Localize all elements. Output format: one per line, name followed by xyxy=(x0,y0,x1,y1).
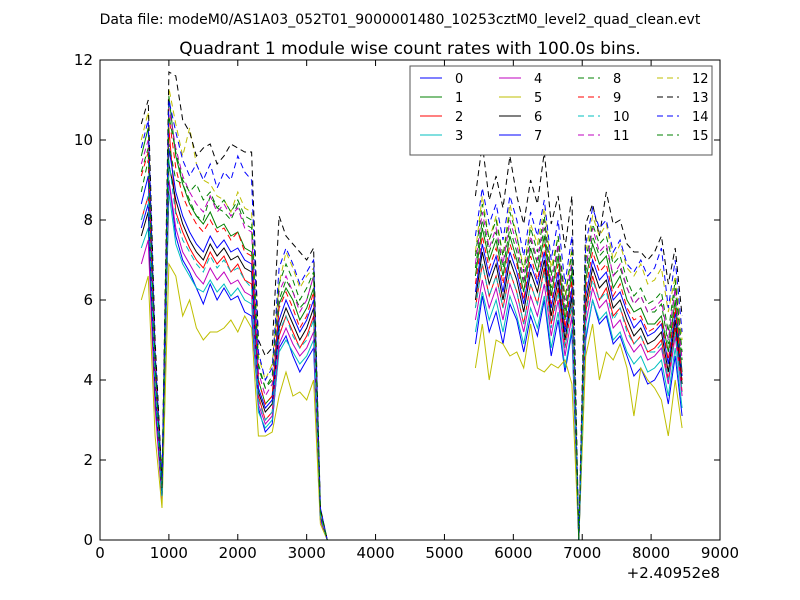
legend-label-12: 12 xyxy=(692,72,709,87)
legend-label-8: 8 xyxy=(613,72,621,87)
y-tick-label: 12 xyxy=(74,51,93,69)
series-line-0 xyxy=(140,175,683,541)
x-tick-label: 0 xyxy=(95,544,105,562)
series-line-3 xyxy=(140,191,683,541)
x-tick-label: 8000 xyxy=(632,544,670,562)
legend-label-2: 2 xyxy=(455,110,463,125)
legend-label-1: 1 xyxy=(455,91,463,106)
y-tick-label: 2 xyxy=(83,451,93,469)
x-tick-label: 9000 xyxy=(701,544,739,562)
legend-label-15: 15 xyxy=(692,129,709,144)
series-line-12 xyxy=(140,87,683,541)
legend-label-11: 11 xyxy=(613,129,630,144)
series-line-5 xyxy=(140,262,683,541)
chart-title: Quadrant 1 module wise count rates with … xyxy=(179,39,640,59)
y-tick-label: 6 xyxy=(83,291,93,309)
x-tick-label: 4000 xyxy=(356,544,394,562)
x-tick-label: 5000 xyxy=(425,544,463,562)
x-tick-label: 6000 xyxy=(494,544,532,562)
series-line-11 xyxy=(140,107,683,541)
y-tick-label: 8 xyxy=(83,211,93,229)
y-tick-label: 0 xyxy=(83,531,93,549)
legend-label-14: 14 xyxy=(692,110,709,125)
series-line-4 xyxy=(140,179,683,541)
legend-frame xyxy=(409,65,713,156)
legend-label-4: 4 xyxy=(534,72,542,87)
series-line-10 xyxy=(140,159,683,541)
x-offset-label: +2.40952e8 xyxy=(627,564,720,582)
y-tick-label: 4 xyxy=(83,371,93,389)
series-line-6 xyxy=(140,163,683,541)
legend-label-3: 3 xyxy=(455,129,463,144)
series-line-7 xyxy=(140,147,683,541)
figure-suptitle: Data file: modeM0/AS1A03_052T01_90000014… xyxy=(100,12,701,28)
legend-label-9: 9 xyxy=(613,91,621,106)
x-axis: 0 1000 2000 3000 4000 5000 6000 7000 8000 9000 xyxy=(95,60,739,562)
legend-label-6: 6 xyxy=(534,110,542,125)
legend-label-10: 10 xyxy=(613,110,630,125)
series-line-8 xyxy=(140,143,683,541)
series-line-9 xyxy=(140,115,683,541)
x-tick-label: 1000 xyxy=(150,544,188,562)
legend-label-5: 5 xyxy=(534,91,542,106)
legend-label-0: 0 xyxy=(455,72,463,87)
x-tick-label: 7000 xyxy=(563,544,601,562)
x-tick-label: 2000 xyxy=(219,544,257,562)
legend-label-13: 13 xyxy=(692,91,709,106)
y-tick-label: 10 xyxy=(74,131,93,149)
legend-label-7: 7 xyxy=(534,129,542,144)
x-tick-label: 3000 xyxy=(288,544,326,562)
series-line-14 xyxy=(140,99,683,541)
series-line-15 xyxy=(140,115,683,541)
series-line-2 xyxy=(140,127,683,541)
